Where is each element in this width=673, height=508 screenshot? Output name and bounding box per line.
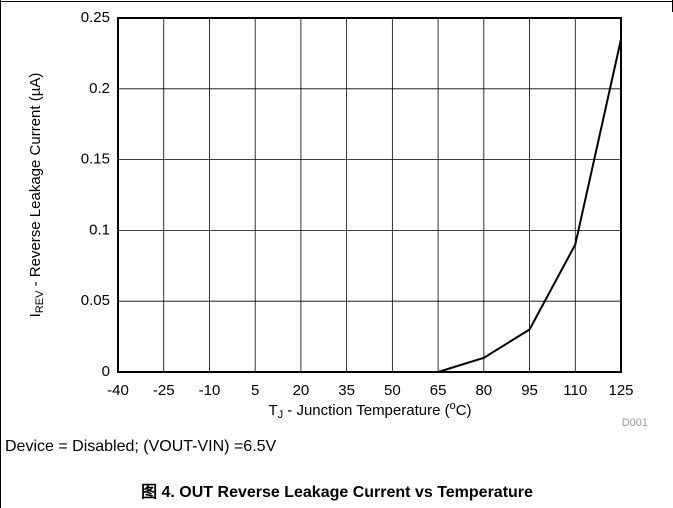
note: Device = Disabled; (VOUT-VIN) =6.5V — [5, 438, 277, 455]
data-line — [437, 39, 622, 373]
y-tick-label: 0.25 — [81, 9, 110, 26]
y-tick-label: 0.15 — [81, 151, 110, 168]
x-tick-label: 80 — [475, 382, 492, 399]
y-tick-label: 0.1 — [89, 221, 110, 238]
x-tick-label: 5 — [251, 382, 259, 399]
y-axis-label: IREV - Reverse Leakage Current (µA) — [27, 73, 46, 318]
y-tick-label: 0 — [102, 363, 110, 380]
x-tick-label: -25 — [153, 382, 175, 399]
figure-id: D001 — [622, 417, 648, 429]
x-tick-label: 50 — [384, 382, 401, 399]
x-tick-label: 35 — [338, 382, 355, 399]
x-tick-label: 65 — [430, 382, 447, 399]
x-tick-label: 20 — [293, 382, 310, 399]
y-tick-label: 0.05 — [81, 292, 110, 309]
x-tick-label: 95 — [521, 382, 538, 399]
plot-border — [117, 17, 622, 373]
y-tick-label: 0.2 — [89, 80, 110, 97]
x-tick-label: 110 — [563, 382, 587, 399]
x-tick-label: -40 — [107, 382, 129, 399]
x-axis-label: TJ - Junction Temperature (oC) — [268, 400, 471, 421]
x-tick-label: -10 — [199, 382, 221, 399]
caption: 图 4. OUT Reverse Leakage Current vs Temp… — [141, 483, 533, 501]
x-tick-label: 125 — [608, 382, 633, 399]
